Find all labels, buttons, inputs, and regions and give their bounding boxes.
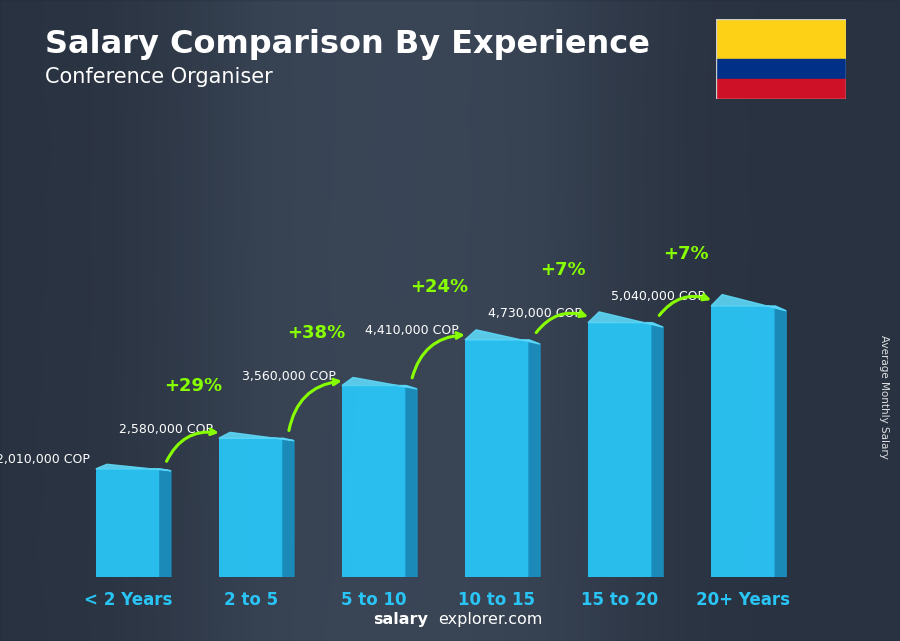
- Text: +38%: +38%: [287, 324, 346, 342]
- Text: 5,040,000 COP: 5,040,000 COP: [611, 290, 705, 303]
- Bar: [219, 438, 283, 577]
- Polygon shape: [160, 469, 171, 577]
- Text: 2,580,000 COP: 2,580,000 COP: [119, 422, 212, 435]
- Text: +7%: +7%: [540, 262, 586, 279]
- Text: salary: salary: [374, 612, 428, 627]
- Polygon shape: [95, 464, 171, 470]
- Polygon shape: [529, 340, 540, 577]
- Text: 4,410,000 COP: 4,410,000 COP: [365, 324, 459, 337]
- Bar: [716, 19, 846, 60]
- Bar: [342, 385, 406, 577]
- Text: Salary Comparison By Experience: Salary Comparison By Experience: [45, 29, 650, 60]
- Bar: [711, 306, 775, 577]
- Text: 4,730,000 COP: 4,730,000 COP: [488, 307, 582, 320]
- Polygon shape: [588, 312, 663, 327]
- Polygon shape: [711, 295, 787, 311]
- Bar: [95, 469, 160, 577]
- Text: +29%: +29%: [165, 377, 222, 395]
- Text: 2,010,000 COP: 2,010,000 COP: [0, 453, 90, 466]
- Polygon shape: [652, 322, 663, 577]
- Bar: [588, 322, 652, 577]
- Text: Conference Organiser: Conference Organiser: [45, 67, 273, 87]
- Polygon shape: [219, 433, 294, 441]
- Text: +7%: +7%: [663, 245, 708, 263]
- Bar: [465, 340, 529, 577]
- Polygon shape: [465, 330, 540, 344]
- Text: explorer.com: explorer.com: [438, 612, 543, 627]
- Polygon shape: [342, 378, 417, 389]
- Polygon shape: [775, 306, 787, 577]
- Text: Average Monthly Salary: Average Monthly Salary: [878, 335, 889, 460]
- Polygon shape: [406, 385, 417, 577]
- Bar: [716, 79, 846, 99]
- Text: 3,560,000 COP: 3,560,000 COP: [242, 370, 336, 383]
- Bar: [716, 60, 846, 79]
- Polygon shape: [283, 438, 294, 577]
- Text: +24%: +24%: [410, 278, 469, 297]
